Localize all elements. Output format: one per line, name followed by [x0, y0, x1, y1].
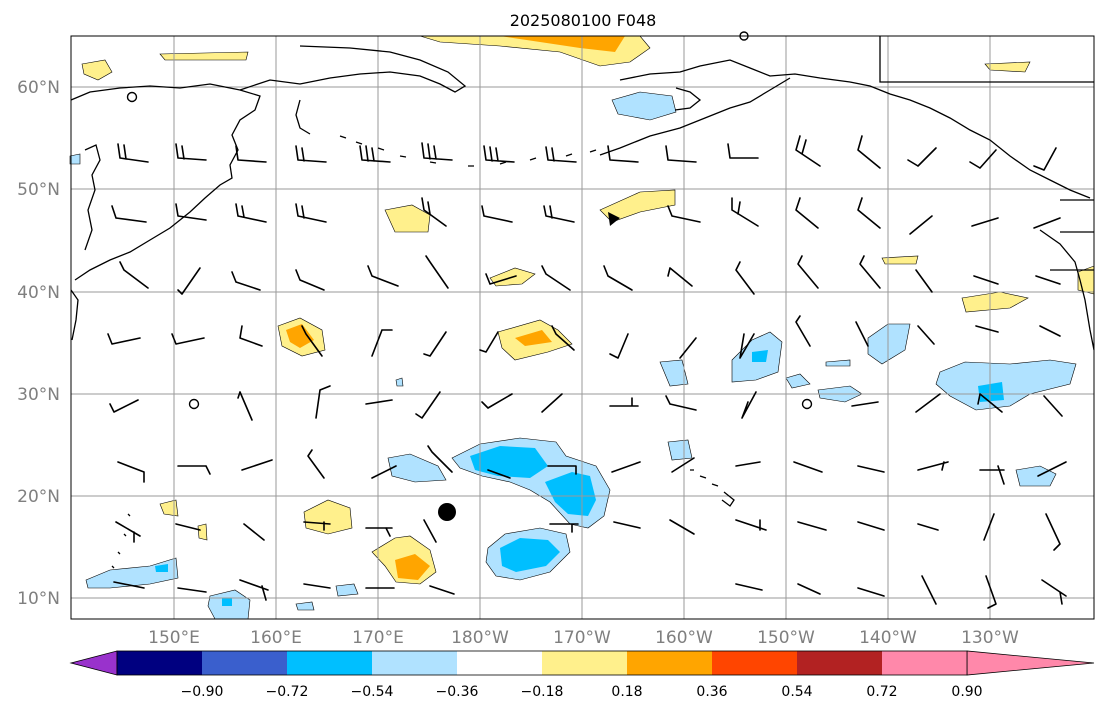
lat-label: 50°N — [17, 180, 60, 200]
lat-label: 10°N — [17, 589, 60, 609]
colorbar-swatch — [372, 651, 457, 675]
lon-label: 150°E — [148, 628, 200, 648]
map-title: 2025080100 F048 — [510, 11, 657, 30]
lon-label: 160°W — [655, 628, 713, 648]
colorbar-label: 0.90 — [951, 684, 982, 700]
lon-label: 140°W — [859, 628, 917, 648]
colorbar-label: 0.18 — [611, 684, 642, 700]
lon-label: 170°W — [553, 628, 611, 648]
colorbar-swatch — [627, 651, 712, 675]
colorbar: −0.90 −0.72 −0.54 −0.36 −0.18 0.18 0.36 … — [69, 650, 1095, 700]
colorbar-label: −0.54 — [351, 684, 394, 700]
latitude-labels: 60°N 50°N 40°N 30°N 20°N 10°N — [17, 78, 60, 609]
coastlines — [70, 36, 1095, 569]
colorbar-swatch — [882, 651, 967, 675]
longitude-labels: 150°E 160°E 170°E 180°W 170°W 160°W 150°… — [148, 628, 1019, 648]
colorbar-extend-right — [966, 650, 1095, 676]
lat-label: 20°N — [17, 487, 60, 507]
colorbar-label: 0.36 — [696, 684, 727, 700]
lon-label: 130°W — [961, 628, 1019, 648]
lat-label: 40°N — [17, 283, 60, 303]
colorbar-swatch — [797, 651, 882, 675]
colorbar-label: 0.54 — [781, 684, 812, 700]
colorbar-label: −0.90 — [181, 684, 224, 700]
colorbar-label: −0.36 — [436, 684, 479, 700]
map-panel — [69, 31, 1095, 620]
colorbar-label: −0.18 — [521, 684, 564, 700]
calm-wind-icon — [801, 398, 813, 410]
lat-label: 30°N — [17, 385, 60, 405]
colorbar-swatch — [287, 651, 372, 675]
colorbar-swatch — [542, 651, 627, 675]
storm-center-dot-icon — [438, 503, 456, 521]
lon-label: 180°W — [451, 628, 509, 648]
lon-label: 170°E — [352, 628, 404, 648]
colorbar-swatch — [117, 651, 202, 675]
pennant-barb-icon — [608, 212, 620, 226]
lat-label: 60°N — [17, 78, 60, 98]
lon-label: 160°E — [250, 628, 302, 648]
colorbar-extend-left — [69, 650, 118, 676]
colorbar-swatch — [457, 651, 542, 675]
colorbar-label: 0.72 — [866, 684, 897, 700]
wind-barbs — [107, 135, 1067, 609]
colorbar-label: −0.72 — [266, 684, 309, 700]
colorbar-swatch — [712, 651, 797, 675]
calm-wind-icon — [126, 91, 138, 103]
lon-label: 150°W — [757, 628, 815, 648]
calm-wind-icon — [188, 398, 200, 410]
colorbar-swatch — [202, 651, 287, 675]
map-frame — [70, 35, 1095, 620]
